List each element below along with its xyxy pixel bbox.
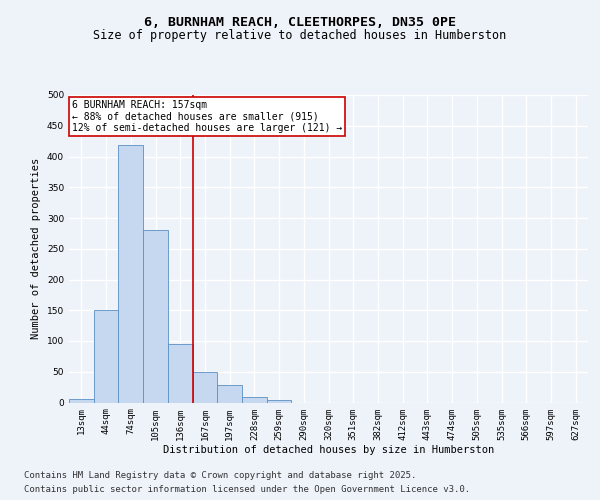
Bar bbox=[168, 344, 193, 403]
Text: Size of property relative to detached houses in Humberston: Size of property relative to detached ho… bbox=[94, 30, 506, 43]
Bar bbox=[118, 146, 143, 402]
Text: Contains HM Land Registry data © Crown copyright and database right 2025.: Contains HM Land Registry data © Crown c… bbox=[24, 472, 416, 480]
X-axis label: Distribution of detached houses by size in Humberston: Distribution of detached houses by size … bbox=[163, 445, 494, 455]
Bar bbox=[242, 397, 267, 402]
Bar bbox=[94, 310, 118, 402]
Text: 6, BURNHAM REACH, CLEETHORPES, DN35 0PE: 6, BURNHAM REACH, CLEETHORPES, DN35 0PE bbox=[144, 16, 456, 29]
Text: 6 BURNHAM REACH: 157sqm
← 88% of detached houses are smaller (915)
12% of semi-d: 6 BURNHAM REACH: 157sqm ← 88% of detache… bbox=[71, 100, 342, 133]
Y-axis label: Number of detached properties: Number of detached properties bbox=[31, 158, 41, 340]
Bar bbox=[193, 372, 217, 402]
Bar bbox=[267, 400, 292, 402]
Bar bbox=[69, 400, 94, 402]
Text: Contains public sector information licensed under the Open Government Licence v3: Contains public sector information licen… bbox=[24, 484, 470, 494]
Bar bbox=[217, 386, 242, 402]
Bar bbox=[143, 230, 168, 402]
